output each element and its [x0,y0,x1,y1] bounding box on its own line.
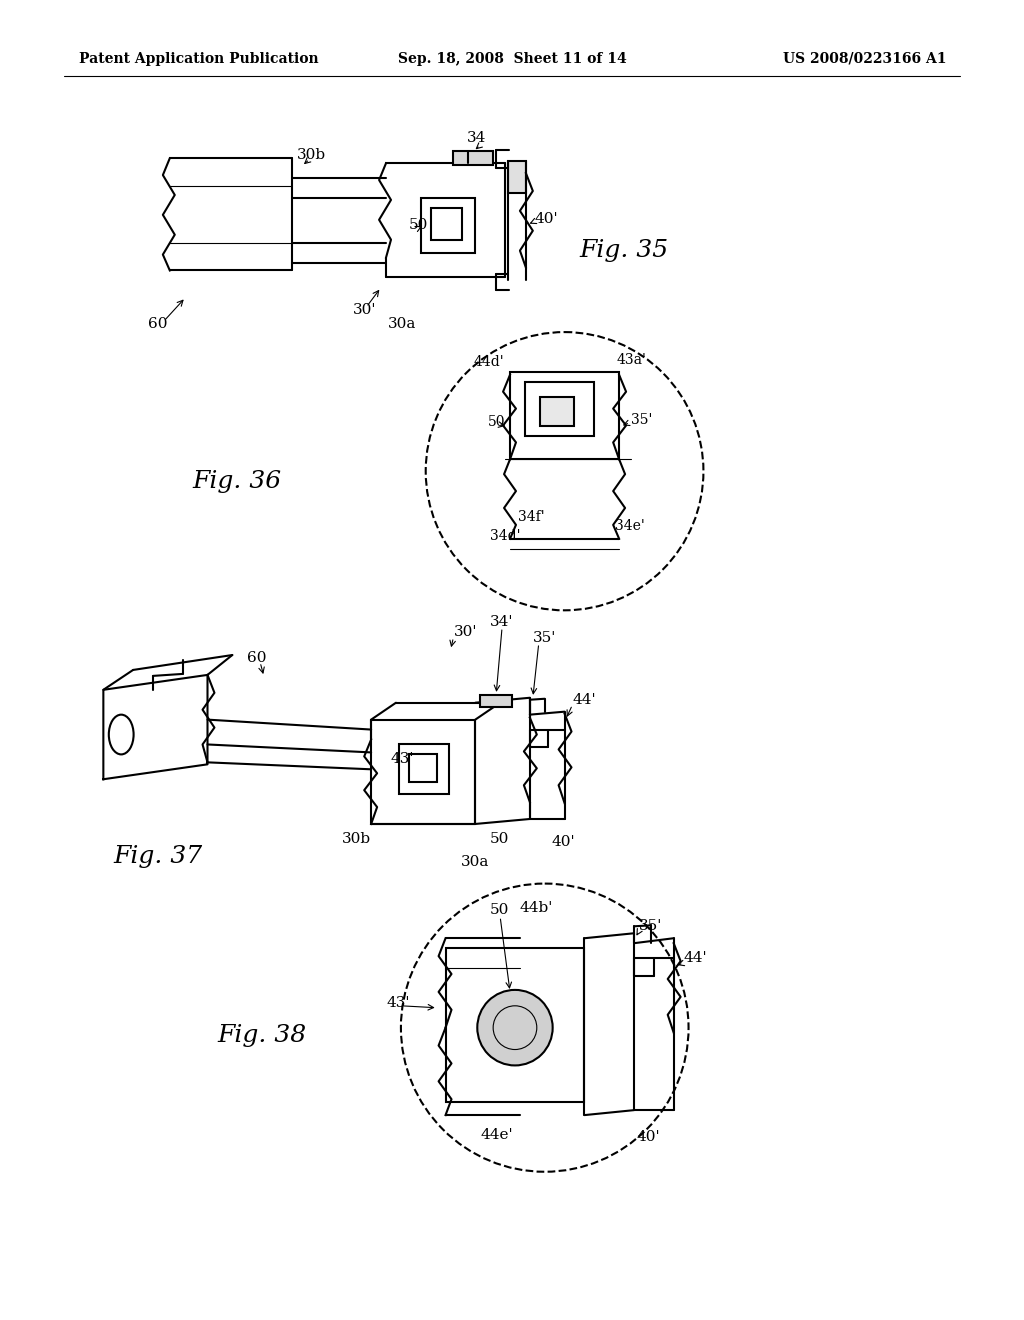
Text: Fig. 38: Fig. 38 [217,1024,306,1047]
Bar [540,397,574,426]
Text: 34e': 34e' [615,519,645,533]
Text: Fig. 37: Fig. 37 [114,845,203,869]
Bar [409,755,436,783]
Text: 34d': 34d' [490,529,520,543]
Text: 30b: 30b [297,148,326,162]
Bar [421,198,475,252]
Bar [508,161,526,193]
Text: 44': 44' [684,952,708,965]
Bar [371,719,475,824]
Text: 50: 50 [490,903,510,917]
Text: 34': 34' [490,615,514,630]
Bar [454,152,494,165]
Text: 30': 30' [454,626,477,639]
Text: 43': 43' [386,995,410,1010]
Text: 50: 50 [488,414,506,429]
Text: 43': 43' [391,752,415,767]
Text: Sep. 18, 2008  Sheet 11 of 14: Sep. 18, 2008 Sheet 11 of 14 [397,51,627,66]
Text: 40': 40' [535,211,558,226]
Bar [445,948,585,1102]
Bar [431,207,463,240]
Text: 60: 60 [247,651,266,665]
Text: 43a': 43a' [616,352,646,367]
Text: 44': 44' [572,693,596,706]
Text: 44b': 44b' [520,902,553,916]
Bar [510,372,620,459]
Text: 30a: 30a [388,317,417,331]
Bar [399,744,449,795]
Text: Fig. 36: Fig. 36 [193,470,282,492]
Text: 50: 50 [490,832,510,846]
Text: 30b: 30b [341,832,371,846]
Text: 44e': 44e' [480,1129,513,1142]
Circle shape [477,990,553,1065]
Text: 40': 40' [637,1130,660,1144]
Text: US 2008/0223166 A1: US 2008/0223166 A1 [783,51,946,66]
Text: 35': 35' [631,413,652,426]
Text: 60: 60 [148,317,168,331]
Polygon shape [103,675,208,779]
Text: 30a: 30a [461,855,488,869]
Bar [525,381,594,437]
Text: 50: 50 [409,218,428,232]
Text: Fig. 35: Fig. 35 [580,239,669,263]
Text: 40': 40' [552,834,575,849]
Text: 35': 35' [532,631,556,645]
Text: 44d': 44d' [473,355,504,368]
Text: 34: 34 [467,131,486,145]
Text: Patent Application Publication: Patent Application Publication [79,51,318,66]
Text: 30': 30' [353,304,377,317]
Text: 34f': 34f' [518,510,545,524]
Text: 35': 35' [639,919,663,933]
Bar [480,694,512,706]
